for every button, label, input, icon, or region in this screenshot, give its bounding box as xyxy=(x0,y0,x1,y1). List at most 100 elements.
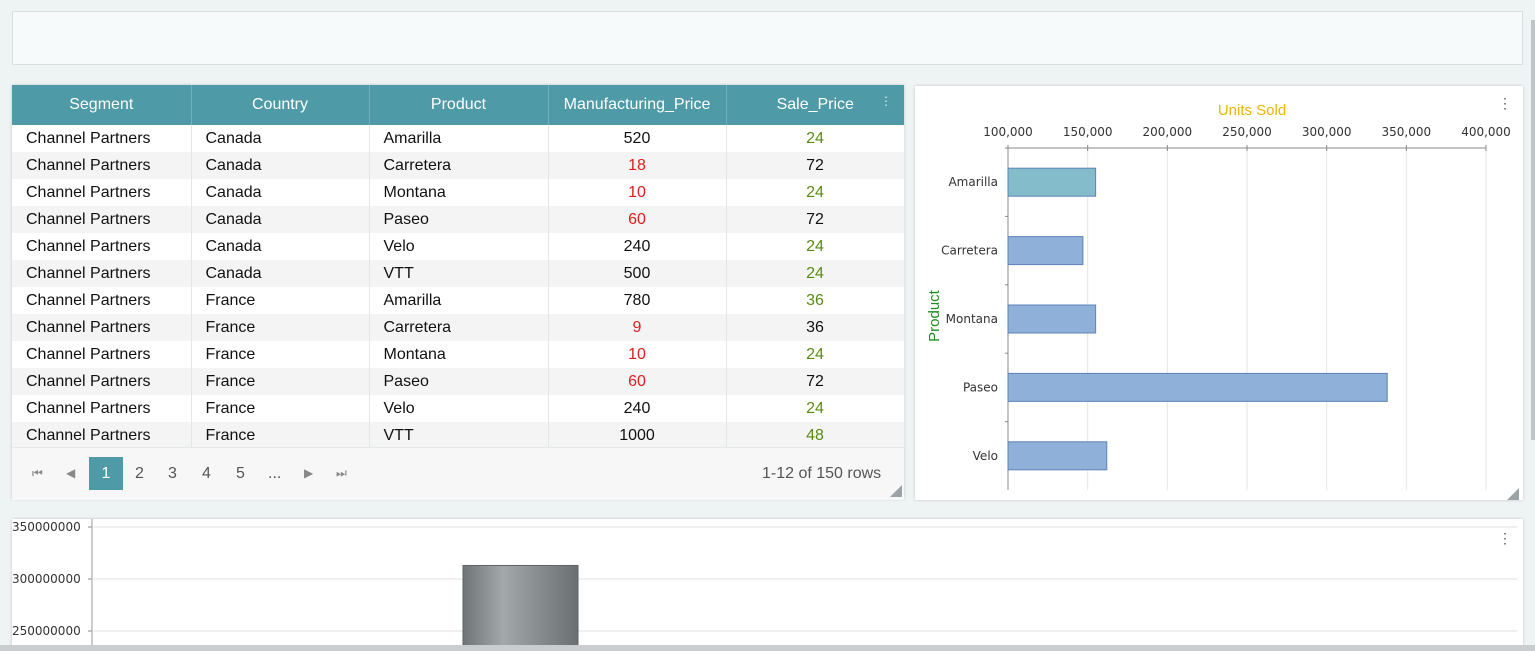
column-header-manufacturing-price[interactable]: Manufacturing_Price xyxy=(548,85,727,125)
cell-country: Canada xyxy=(191,206,370,233)
cell-sale-price: 24 xyxy=(726,125,905,152)
cell-product: VTT xyxy=(369,422,549,449)
page-button-more[interactable]: ... xyxy=(268,465,282,482)
column-header-product[interactable]: Product xyxy=(369,85,549,125)
cell-country: Canada xyxy=(191,179,370,206)
table-row[interactable]: Channel Partners France Paseo 60 72 xyxy=(12,368,905,395)
grid-resize-handle[interactable] xyxy=(890,485,902,497)
x-tick-label: 350,000 xyxy=(1382,125,1432,139)
cell-manufacturing-price: 240 xyxy=(548,233,727,260)
table-row[interactable]: Channel Partners France VTT 1000 48 xyxy=(12,422,905,449)
cell-sale-price: 24 xyxy=(726,179,905,206)
category-label: Amarilla xyxy=(948,175,998,189)
table-row[interactable]: Channel Partners Canada VTT 500 24 xyxy=(12,260,905,287)
cell-manufacturing-price: 60 xyxy=(548,206,727,233)
cell-segment: Channel Partners xyxy=(12,125,192,152)
table-row[interactable]: Channel Partners Canada Montana 10 24 xyxy=(12,179,905,206)
cell-product: Montana xyxy=(369,341,549,368)
chart-title: Units Sold xyxy=(1218,102,1286,119)
cell-segment: Channel Partners xyxy=(12,422,192,449)
cell-segment: Channel Partners xyxy=(12,233,192,260)
column-header-country[interactable]: Country xyxy=(191,85,370,125)
x-tick-label: 400,000 xyxy=(1461,125,1511,139)
cell-segment: Channel Partners xyxy=(12,260,192,287)
y-tick-label: 300000000 xyxy=(12,572,81,586)
chart-resize-handle[interactable] xyxy=(1507,488,1519,500)
page-button-2[interactable]: 2 xyxy=(135,465,144,482)
column-bar xyxy=(462,564,579,651)
cell-sale-price: 72 xyxy=(726,368,905,395)
grid-body: Channel Partners Canada Amarilla 520 24 Chann… xyxy=(12,125,905,449)
cell-sale-price: 24 xyxy=(726,341,905,368)
cell-country: France xyxy=(191,314,370,341)
y-axis-title: Product xyxy=(926,289,943,342)
table-row[interactable]: Channel Partners Canada Paseo 60 72 xyxy=(12,206,905,233)
grid-pager: ⏮ ◀ 1 2 3 4 5 ... ▶ ⏭ 1-12 of 150 rows xyxy=(12,447,904,500)
x-tick-label: 250,000 xyxy=(1222,125,1272,139)
cell-sale-price: 24 xyxy=(726,233,905,260)
chart-menu-icon[interactable]: ⋮ xyxy=(1498,95,1512,111)
cell-country: Canada xyxy=(191,125,370,152)
prev-page-icon[interactable]: ◀ xyxy=(66,466,76,480)
cell-country: Canada xyxy=(191,152,370,179)
cell-segment: Channel Partners xyxy=(12,206,192,233)
page-button-3[interactable]: 3 xyxy=(168,465,177,482)
table-row[interactable]: Channel Partners France Amarilla 780 36 xyxy=(12,287,905,314)
bottom-chart-panel: 350000000 300000000 250000000 ⋮ xyxy=(12,519,1523,651)
table-row[interactable]: Channel Partners Canada Amarilla 520 24 xyxy=(12,125,905,152)
table-row[interactable]: Channel Partners France Carretera 9 36 xyxy=(12,314,905,341)
next-page-icon[interactable]: ▶ xyxy=(304,466,314,480)
cell-product: VTT xyxy=(369,260,549,287)
cell-segment: Channel Partners xyxy=(12,179,192,206)
bar-velo xyxy=(1007,441,1108,471)
y-tick-label: 250000000 xyxy=(12,624,81,638)
units-sold-chart: Units Sold 100,000 150,000 200,000 250,000 30… xyxy=(926,102,1511,490)
cell-segment: Channel Partners xyxy=(12,314,192,341)
units-sold-chart-panel: Units Sold 100,000 150,000 200,000 250,000 30… xyxy=(915,86,1523,500)
cell-segment: Channel Partners xyxy=(12,395,192,422)
cell-manufacturing-price: 240 xyxy=(548,395,727,422)
cell-sale-price: 72 xyxy=(726,152,905,179)
page-horizontal-scrollbar[interactable] xyxy=(0,645,1535,651)
page-button-5[interactable]: 5 xyxy=(236,465,245,482)
table-row[interactable]: Channel Partners France Montana 10 24 xyxy=(12,341,905,368)
page-button-4[interactable]: 4 xyxy=(202,465,211,482)
cell-product: Amarilla xyxy=(369,125,549,152)
category-label: Paseo xyxy=(963,380,998,394)
cell-country: Canada xyxy=(191,260,370,287)
bottom-chart-menu-icon[interactable]: ⋮ xyxy=(1498,530,1512,546)
bar-montana xyxy=(1007,304,1097,334)
table-row[interactable]: Channel Partners Canada Velo 240 24 xyxy=(12,233,905,260)
cell-country: Canada xyxy=(191,233,370,260)
table-row[interactable]: Channel Partners Canada Carretera 18 72 xyxy=(12,152,905,179)
cell-manufacturing-price: 10 xyxy=(548,341,727,368)
page-vertical-scrollbar[interactable] xyxy=(1531,20,1535,440)
category-label: Velo xyxy=(973,449,998,463)
cell-segment: Channel Partners xyxy=(12,287,192,314)
bar-paseo xyxy=(1007,372,1388,402)
column-header-segment[interactable]: Segment xyxy=(12,85,192,125)
category-label: Carretera xyxy=(941,244,998,258)
cell-sale-price: 72 xyxy=(726,206,905,233)
cell-product: Montana xyxy=(369,179,549,206)
table-row[interactable]: Channel Partners France Velo 240 24 xyxy=(12,395,905,422)
column-header-sale-price[interactable]: Sale_Price xyxy=(726,85,904,125)
cell-country: France xyxy=(191,341,370,368)
cell-sale-price: 36 xyxy=(726,287,905,314)
cell-country: France xyxy=(191,368,370,395)
last-page-icon[interactable]: ⏭ xyxy=(336,466,347,480)
cell-product: Paseo xyxy=(369,206,549,233)
page-button-1[interactable]: 1 xyxy=(89,457,123,490)
y-tick-label: 350000000 xyxy=(12,520,81,534)
grid-column-menu-icon[interactable]: ⋮ xyxy=(880,94,892,108)
bottom-column-chart: 350000000 300000000 250000000 xyxy=(12,519,1517,651)
cell-segment: Channel Partners xyxy=(12,152,192,179)
cell-product: Carretera xyxy=(369,152,549,179)
cell-sale-price: 24 xyxy=(726,260,905,287)
cell-manufacturing-price: 18 xyxy=(548,152,727,179)
cell-manufacturing-price: 9 xyxy=(548,314,727,341)
first-page-icon[interactable]: ⏮ xyxy=(32,466,43,480)
cell-product: Amarilla xyxy=(369,287,549,314)
cell-sale-price: 48 xyxy=(726,422,905,449)
cell-segment: Channel Partners xyxy=(12,341,192,368)
